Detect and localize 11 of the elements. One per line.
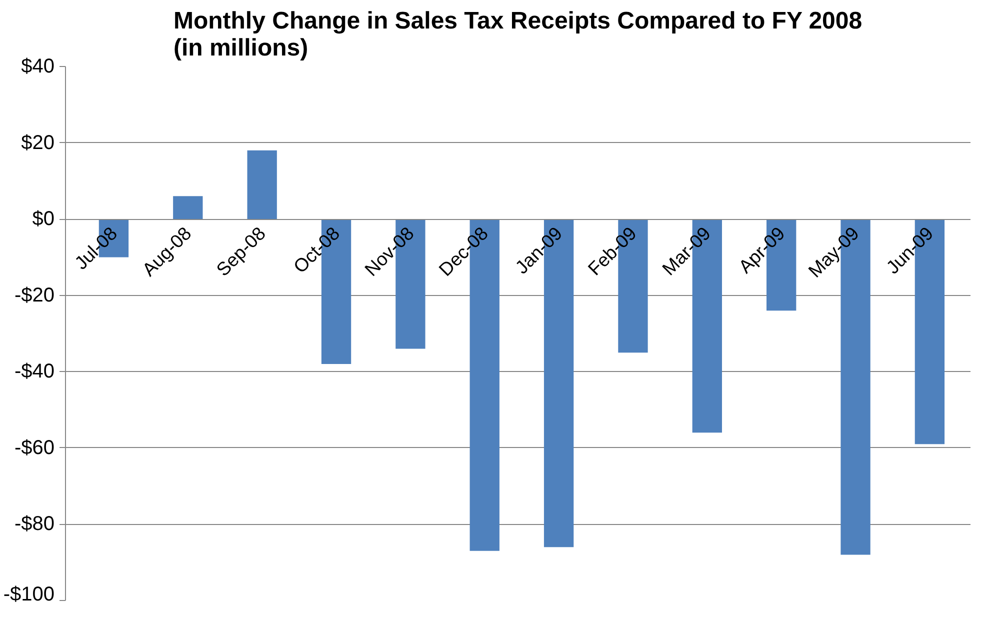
y-tick-label: -$100 bbox=[3, 584, 55, 606]
y-tick-label: $0 bbox=[32, 208, 55, 230]
y-tick-label: $40 bbox=[21, 56, 55, 78]
y-tick-label: $20 bbox=[21, 132, 55, 154]
chart-title: Monthly Change in Sales Tax Receipts Compared to FY 2008 (in millions) bbox=[173, 8, 862, 62]
bar bbox=[247, 150, 277, 220]
y-tick-label: -$20 bbox=[14, 284, 54, 306]
y-tick-label: -$60 bbox=[14, 436, 54, 459]
y-tick-label: -$80 bbox=[14, 513, 54, 536]
y-tick-label: -$40 bbox=[14, 360, 54, 383]
bar bbox=[173, 196, 203, 220]
